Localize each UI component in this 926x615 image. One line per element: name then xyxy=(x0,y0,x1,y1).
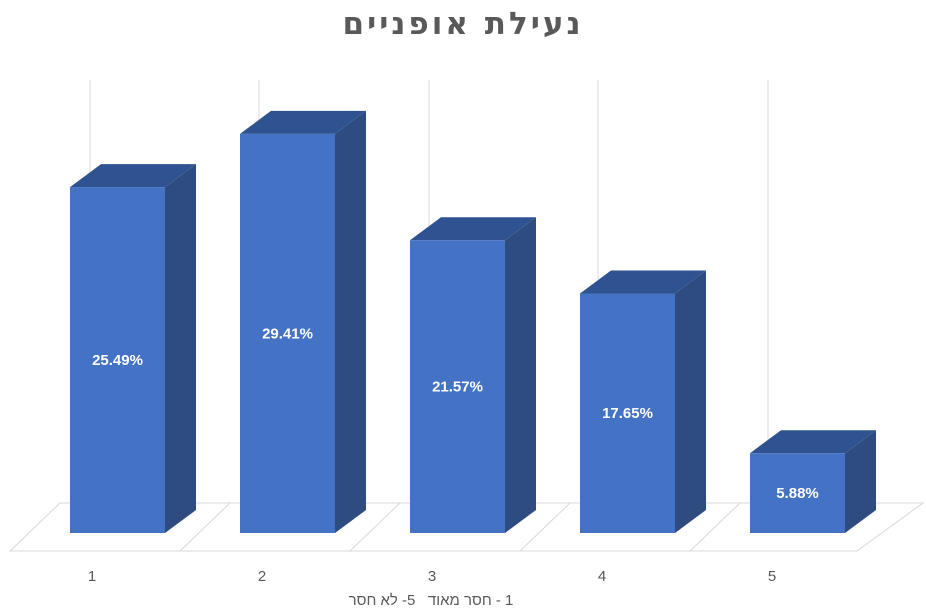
category-labels: 1 2 3 4 5 xyxy=(88,568,776,585)
data-label: 21.57% xyxy=(432,379,483,396)
bar-top xyxy=(580,270,706,294)
bar-top xyxy=(410,217,536,241)
bar-side xyxy=(165,164,196,533)
bar-front xyxy=(70,187,165,533)
floor-divider xyxy=(349,502,401,552)
category-label: 3 xyxy=(428,568,436,585)
bar-side xyxy=(505,217,536,533)
bar-front xyxy=(410,240,505,533)
bar-side xyxy=(845,430,876,533)
chart-floor xyxy=(8,502,925,552)
floor-divider xyxy=(179,502,231,552)
x-axis-title: 1 - חסר מאוד 5- לא חסר xyxy=(348,592,514,609)
category-label: 5 xyxy=(768,568,776,585)
chart-title: נעילת אופניים xyxy=(342,6,584,42)
data-label: 29.41% xyxy=(262,325,313,342)
bar: 25.49% xyxy=(70,164,196,533)
bar: 21.57% xyxy=(410,217,536,533)
data-label: 25.49% xyxy=(92,352,143,369)
category-label: 2 xyxy=(258,568,266,585)
category-label: 1 xyxy=(88,568,96,585)
bar-top xyxy=(240,110,366,134)
data-label: 17.65% xyxy=(602,405,653,422)
bar-front xyxy=(750,453,845,533)
bar-front xyxy=(240,133,335,533)
floor-outline xyxy=(8,502,925,552)
bar: 5.88% xyxy=(750,430,876,533)
bar-top xyxy=(750,430,876,454)
bar-side xyxy=(675,270,706,533)
floor-divider xyxy=(519,502,571,552)
category-label: 4 xyxy=(598,568,606,585)
data-label: 5.88% xyxy=(776,485,819,502)
floor-divider xyxy=(689,502,741,552)
bar: 29.41% xyxy=(240,110,366,533)
bar: 17.65% xyxy=(580,270,706,533)
bar-front xyxy=(580,293,675,533)
bar-side xyxy=(335,110,366,533)
bar-top xyxy=(70,164,196,188)
bars: 25.49% 29.41% 21.57% 17.65% 5.88% xyxy=(70,110,876,533)
